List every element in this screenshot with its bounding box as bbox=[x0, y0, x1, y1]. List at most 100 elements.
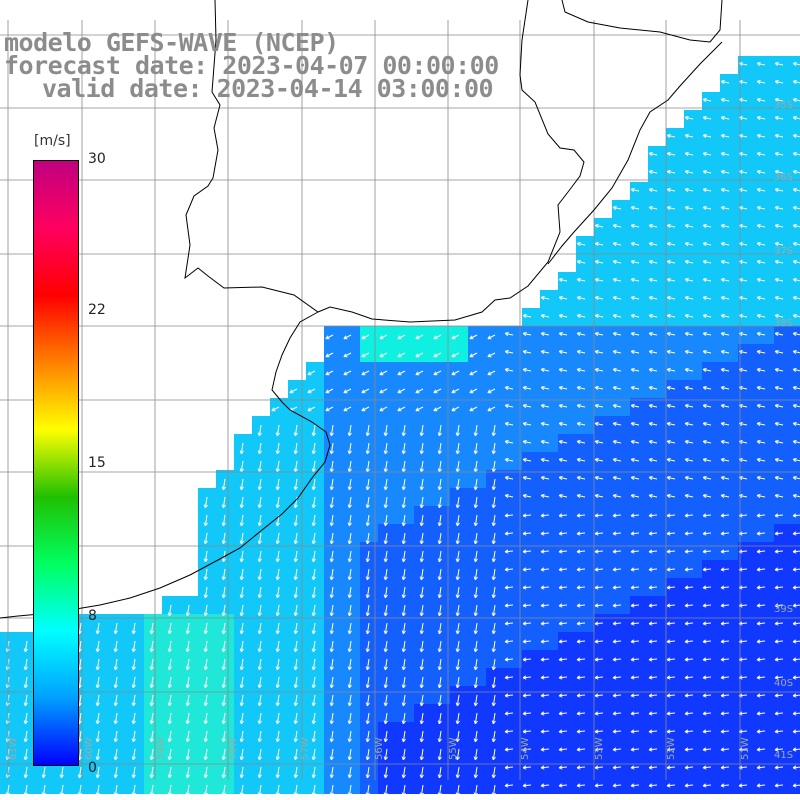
wind-arrow bbox=[203, 694, 208, 707]
wind-arrow bbox=[558, 493, 568, 499]
wind-arrow bbox=[307, 406, 316, 412]
wind-arrow bbox=[612, 729, 622, 734]
wind-arrow bbox=[257, 514, 262, 527]
wind-arrow bbox=[275, 550, 280, 563]
wind-arrow bbox=[702, 549, 712, 554]
wind-arrow bbox=[167, 658, 172, 671]
wind-arrow bbox=[221, 730, 226, 743]
wind-arrow bbox=[576, 549, 586, 554]
wind-arrow bbox=[684, 151, 694, 157]
lat-label: 38S bbox=[774, 318, 794, 329]
wind-arrow bbox=[594, 531, 604, 536]
wind-arrow bbox=[473, 604, 478, 617]
wind-arrow bbox=[666, 421, 676, 427]
wind-arrow bbox=[666, 765, 676, 770]
wind-arrow bbox=[473, 658, 478, 671]
wind-arrow bbox=[491, 730, 496, 743]
wind-arrow bbox=[594, 513, 604, 518]
wind-arrow bbox=[221, 784, 226, 797]
wind-arrow bbox=[293, 568, 298, 581]
wind-arrow bbox=[774, 603, 784, 608]
wind-arrow bbox=[185, 676, 190, 689]
wind-arrow bbox=[576, 711, 586, 716]
wind-arrow bbox=[239, 658, 244, 671]
wind-arrow bbox=[522, 765, 532, 770]
wind-arrow bbox=[504, 513, 514, 518]
wind-arrow bbox=[275, 784, 280, 797]
wind-arrow bbox=[720, 765, 730, 770]
wind-arrow bbox=[329, 640, 334, 653]
wind-arrow bbox=[433, 388, 442, 394]
valid-date: valid date: 2023-04-14 03:00:00 bbox=[42, 74, 494, 103]
wind-arrow bbox=[451, 334, 460, 340]
wind-arrow bbox=[684, 783, 694, 788]
wind-arrow bbox=[293, 550, 298, 563]
wind-arrow bbox=[487, 406, 496, 412]
wind-arrow bbox=[329, 514, 334, 527]
wind-arrow bbox=[469, 352, 478, 358]
wind-arrow bbox=[113, 694, 118, 707]
wind-arrow bbox=[149, 748, 154, 761]
wind-arrow bbox=[702, 531, 712, 536]
wind-arrow bbox=[361, 388, 370, 394]
wind-arrow bbox=[347, 460, 352, 473]
wind-arrow bbox=[401, 496, 406, 509]
wind-arrow bbox=[576, 349, 586, 355]
wind-arrow bbox=[630, 187, 640, 193]
wind-arrow bbox=[203, 784, 208, 797]
wind-arrow bbox=[666, 567, 676, 572]
wind-arrow bbox=[221, 586, 226, 599]
wind-speed-cell bbox=[792, 398, 800, 416]
wind-arrow bbox=[401, 730, 406, 743]
wind-arrow bbox=[540, 531, 550, 536]
wind-arrow bbox=[131, 730, 136, 743]
wind-arrow bbox=[594, 747, 604, 752]
wind-arrow bbox=[347, 550, 352, 563]
wind-arrow bbox=[684, 367, 694, 373]
wind-arrow bbox=[379, 370, 388, 376]
wind-arrow bbox=[756, 169, 766, 175]
wind-arrow bbox=[419, 478, 424, 491]
wind-arrow bbox=[95, 640, 100, 653]
wind-arrow bbox=[774, 331, 784, 337]
wind-arrow bbox=[451, 352, 460, 358]
wind-arrow bbox=[558, 513, 568, 518]
wind-arrow bbox=[756, 205, 766, 211]
wind-arrow bbox=[293, 424, 298, 437]
wind-arrow bbox=[594, 675, 604, 680]
wind-arrow bbox=[612, 783, 622, 788]
wind-arrow bbox=[131, 640, 136, 653]
wind-arrow bbox=[113, 730, 118, 743]
wind-arrow bbox=[540, 439, 550, 445]
wind-arrow bbox=[504, 567, 514, 572]
wind-arrow bbox=[329, 496, 334, 509]
wind-arrow bbox=[648, 403, 658, 409]
wind-arrow bbox=[648, 205, 658, 211]
wind-arrow bbox=[347, 586, 352, 599]
wind-arrow bbox=[239, 640, 244, 653]
wind-arrow bbox=[648, 729, 658, 734]
wind-arrow bbox=[275, 478, 280, 491]
lon-label: 59W bbox=[156, 737, 167, 760]
wind-arrow bbox=[131, 712, 136, 725]
wind-arrow bbox=[203, 658, 208, 671]
wind-arrow bbox=[630, 331, 640, 337]
wind-arrow bbox=[325, 370, 334, 376]
wind-arrow bbox=[702, 783, 712, 788]
wind-arrow bbox=[311, 766, 316, 779]
wind-arrow bbox=[558, 693, 568, 698]
wind-arrow bbox=[343, 334, 352, 340]
wind-speed-cell bbox=[792, 416, 800, 434]
wind-arrow bbox=[666, 693, 676, 698]
wind-arrow bbox=[648, 367, 658, 373]
wind-arrow bbox=[774, 475, 784, 481]
wind-arrow bbox=[365, 424, 370, 437]
wind-arrow bbox=[401, 766, 406, 779]
wind-arrow bbox=[401, 784, 406, 797]
wind-arrow bbox=[221, 478, 226, 491]
wind-arrow bbox=[774, 385, 784, 391]
lon-label: 55W bbox=[448, 737, 459, 760]
wind-arrow bbox=[293, 658, 298, 671]
wind-arrow bbox=[311, 496, 316, 509]
wind-arrow bbox=[365, 784, 370, 797]
